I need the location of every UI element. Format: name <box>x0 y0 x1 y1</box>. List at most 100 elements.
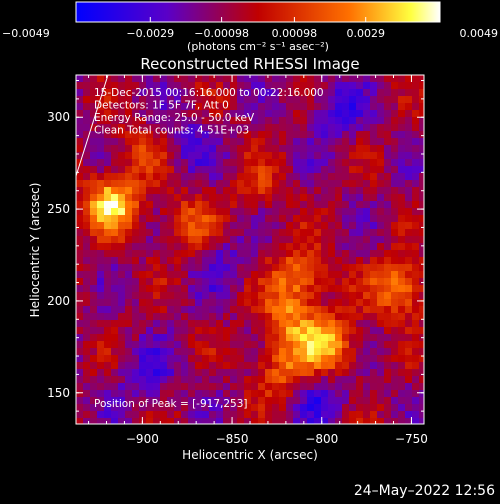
heatmap-cell <box>321 404 328 411</box>
heatmap-cell <box>251 166 258 173</box>
heatmap-cell <box>293 348 300 355</box>
heatmap-cell <box>321 96 328 103</box>
heatmap-cell <box>356 103 363 110</box>
heatmap-cell <box>286 390 293 397</box>
heatmap-cell <box>328 75 335 82</box>
heatmap-cell <box>293 299 300 306</box>
heatmap-cell <box>174 82 181 89</box>
heatmap-cell <box>90 418 97 424</box>
heatmap-cell <box>195 341 202 348</box>
heatmap-cell <box>209 194 216 201</box>
heatmap-cell <box>146 285 153 292</box>
heatmap-cell <box>391 236 398 243</box>
heatmap-cell <box>370 390 377 397</box>
heatmap-cell <box>202 383 209 390</box>
heatmap-cell <box>363 285 370 292</box>
colorbar-unit-label: (photons cm⁻² s⁻¹ asec⁻²) <box>187 40 329 53</box>
heatmap-cell <box>118 96 125 103</box>
heatmap-cell <box>132 145 139 152</box>
heatmap-cell <box>76 404 83 411</box>
heatmap-cell <box>419 404 424 411</box>
heatmap-cell <box>118 201 125 208</box>
heatmap-cell <box>83 229 90 236</box>
heatmap-cell <box>76 264 83 271</box>
heatmap-cell <box>335 117 342 124</box>
heatmap-cell <box>97 299 104 306</box>
heatmap-cell <box>412 397 419 404</box>
heatmap-cell <box>188 362 195 369</box>
heatmap-cell <box>174 250 181 257</box>
heatmap-cell <box>356 124 363 131</box>
heatmap-cell <box>97 159 104 166</box>
heatmap-cell <box>132 404 139 411</box>
heatmap-cell <box>160 383 167 390</box>
heatmap-cell <box>237 229 244 236</box>
heatmap-cell <box>118 369 125 376</box>
heatmap-cell <box>188 89 195 96</box>
heatmap-cell <box>286 145 293 152</box>
heatmap-cell <box>223 194 230 201</box>
heatmap-cell <box>419 264 424 271</box>
heatmap-cell <box>167 257 174 264</box>
heatmap-cell <box>412 145 419 152</box>
heatmap-cell <box>202 131 209 138</box>
heatmap-cell <box>286 348 293 355</box>
heatmap-cell <box>405 341 412 348</box>
heatmap-cell <box>286 264 293 271</box>
heatmap-cell <box>307 124 314 131</box>
heatmap-cell <box>384 187 391 194</box>
heatmap-cell <box>174 208 181 215</box>
heatmap-cell <box>356 369 363 376</box>
heatmap-cell <box>328 138 335 145</box>
heatmap-cell <box>293 257 300 264</box>
heatmap-cell <box>356 194 363 201</box>
heatmap-cell <box>370 222 377 229</box>
heatmap-cell <box>111 194 118 201</box>
heatmap-cell <box>419 89 424 96</box>
heatmap-cell <box>230 222 237 229</box>
heatmap-cell <box>118 103 125 110</box>
heatmap-cell <box>398 110 405 117</box>
heatmap-cell <box>223 215 230 222</box>
heatmap-cell <box>111 187 118 194</box>
heatmap-cell <box>237 180 244 187</box>
heatmap-cell <box>167 208 174 215</box>
heatmap-cell <box>104 418 111 424</box>
heatmap-cell <box>377 299 384 306</box>
y-tick-label: 150 <box>47 386 70 400</box>
heatmap-cell <box>209 327 216 334</box>
heatmap-cell <box>139 173 146 180</box>
heatmap-cell <box>335 89 342 96</box>
heatmap-cell <box>384 264 391 271</box>
heatmap-cell <box>146 145 153 152</box>
heatmap-cell <box>335 278 342 285</box>
heatmap-cell <box>209 404 216 411</box>
heatmap-cell <box>419 152 424 159</box>
heatmap-cell <box>174 306 181 313</box>
heatmap-cell <box>174 166 181 173</box>
heatmap-cell <box>405 201 412 208</box>
heatmap-cell <box>258 348 265 355</box>
heatmap-cell <box>125 89 132 96</box>
heatmap-cell <box>97 278 104 285</box>
heatmap-cell <box>118 131 125 138</box>
heatmap-cell <box>111 397 118 404</box>
heatmap-cell <box>398 215 405 222</box>
heatmap-cell <box>202 96 209 103</box>
heatmap-cell <box>398 390 405 397</box>
heatmap-cell <box>188 103 195 110</box>
heatmap-cell <box>216 75 223 82</box>
heatmap-cell <box>230 383 237 390</box>
heatmap-cell <box>342 348 349 355</box>
heatmap-cell <box>356 383 363 390</box>
heatmap-cell <box>370 96 377 103</box>
heatmap-cell <box>160 110 167 117</box>
heatmap-cell <box>258 236 265 243</box>
heatmap-cell <box>272 418 279 424</box>
heatmap-cell <box>132 103 139 110</box>
heatmap-cell <box>223 390 230 397</box>
heatmap-cell <box>272 278 279 285</box>
heatmap-cell <box>139 208 146 215</box>
heatmap-cell <box>279 159 286 166</box>
heatmap-cell <box>293 103 300 110</box>
